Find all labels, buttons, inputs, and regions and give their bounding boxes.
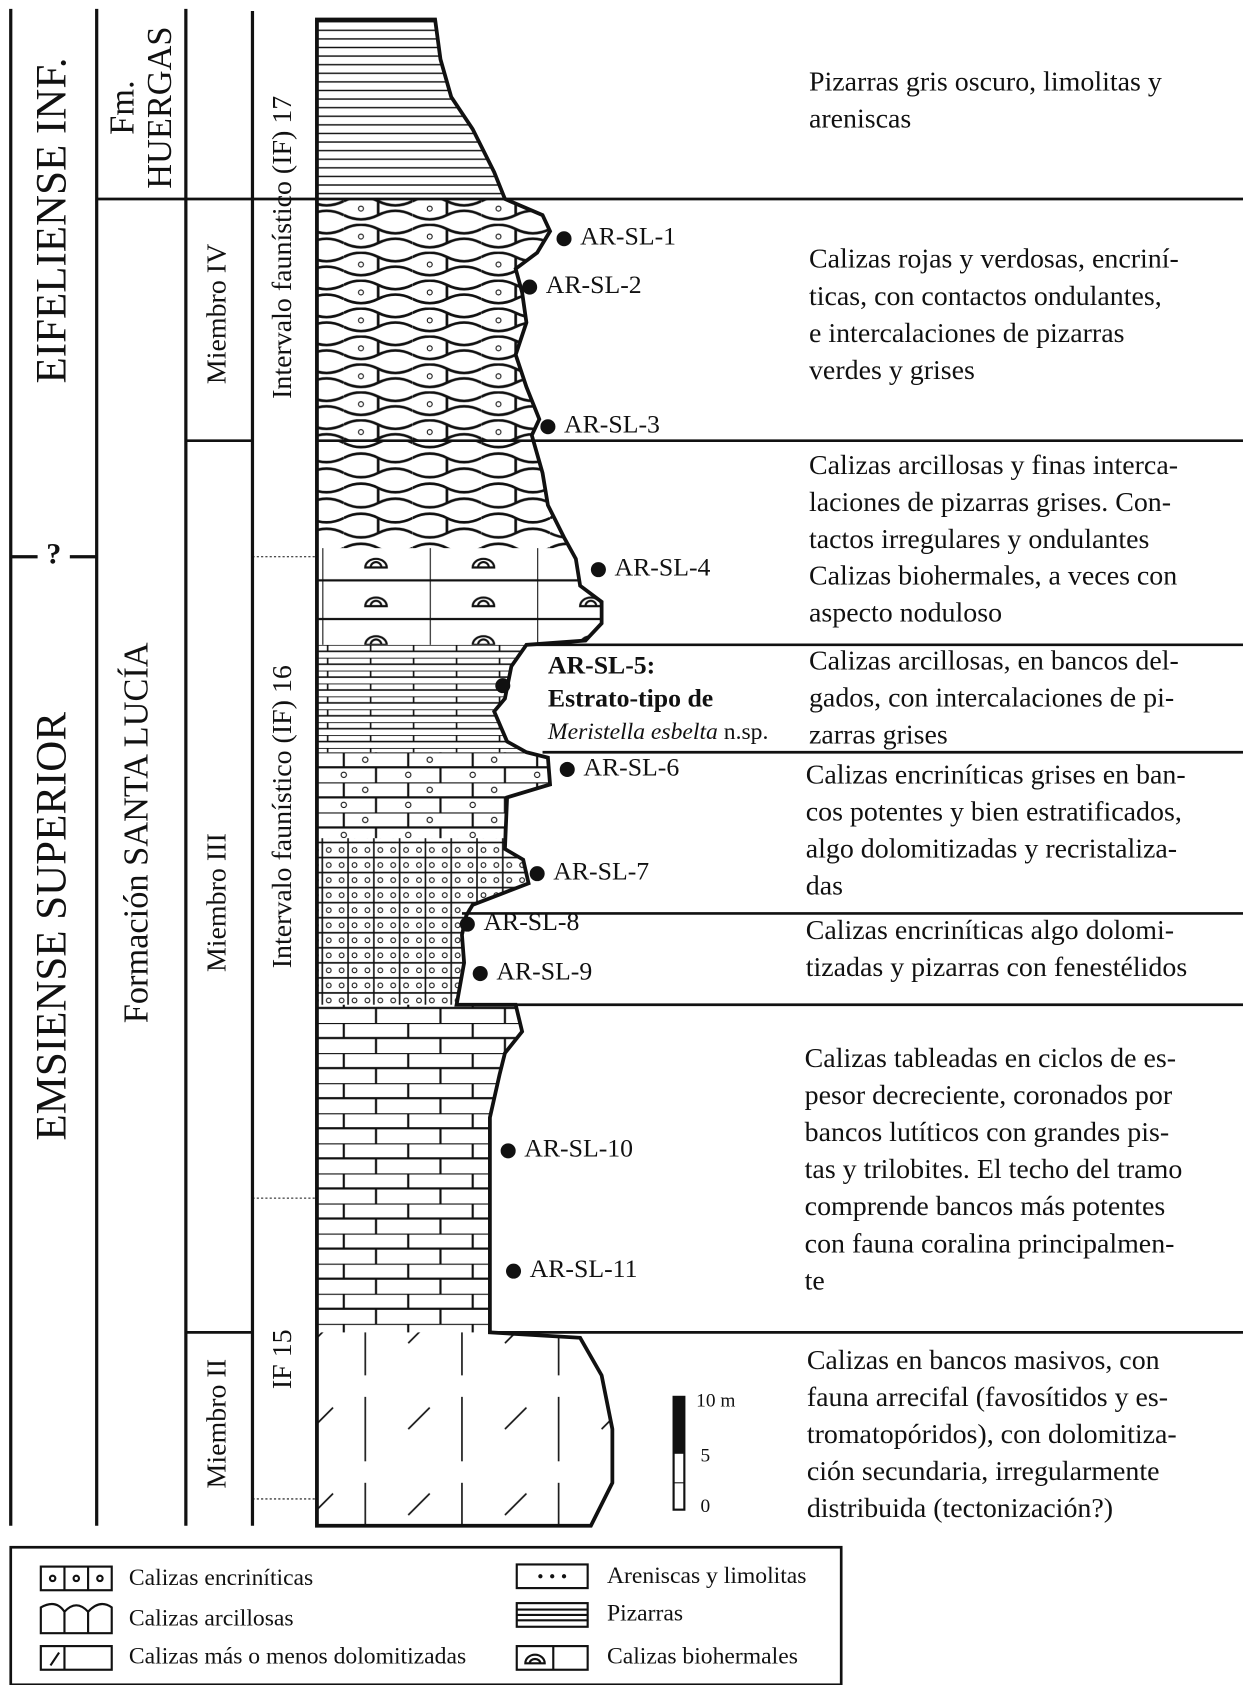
page: EIFELIENSE INF. EMSIENSE SUPERIOR? Fm.HUER… — [0, 0, 1243, 1685]
sample-dot — [557, 231, 572, 246]
description-line: areniscas — [809, 103, 911, 134]
description-line: verdes y grises — [809, 355, 975, 386]
scale-label: 0 — [700, 1496, 710, 1517]
species-suffix: n.sp. — [718, 719, 769, 745]
species: Meristella esbelta — [547, 719, 718, 745]
description-line: algo dolomitizadas y recristaliza- — [806, 834, 1177, 865]
description-line: Calizas en bancos masivos, con — [807, 1345, 1160, 1376]
description-line: Calizas encriníticas algo dolomi- — [806, 915, 1174, 946]
description-line: ción secundaria, irregularmente — [807, 1456, 1160, 1487]
sample-label: AR-SL-11 — [530, 1254, 638, 1283]
sample-label: AR-SL-7 — [553, 857, 649, 886]
sample-dot — [522, 280, 537, 295]
description-line: gados, con intercalaciones de pi- — [809, 683, 1174, 714]
sample-label: AR-SL-9 — [496, 956, 592, 985]
sample-label: AR-SL-4 — [615, 553, 711, 582]
description-line: e intercalaciones de pizarras — [809, 318, 1125, 349]
sample-label: AR-SL-2 — [546, 270, 642, 299]
legend-label: Calizas biohermales — [607, 1643, 798, 1669]
description-line: te — [805, 1265, 825, 1296]
scale-label: 10 m — [696, 1391, 735, 1412]
scale-label: 5 — [700, 1445, 710, 1466]
sample-dot — [591, 562, 606, 577]
description-line: distribuida (tectonización?) — [807, 1493, 1113, 1524]
type-stratum: Meristella esbelta n.sp. — [547, 719, 768, 745]
description-line: Calizas biohermales, a veces con — [809, 561, 1177, 592]
sample-label: AR-SL-3 — [564, 410, 660, 439]
description-line: das — [806, 871, 843, 902]
sample-dot — [560, 762, 575, 777]
stratigraphic-column: EIFELIENSE INF. EMSIENSE SUPERIOR? Fm.HUER… — [0, 0, 1243, 1685]
sample-dot — [506, 1264, 521, 1279]
sample-dot — [473, 966, 488, 981]
description-line: tizadas y pizarras con fenestélidos — [806, 952, 1187, 983]
sample-dot — [530, 866, 545, 881]
type-stratum: AR-SL-5: — [548, 650, 655, 679]
sample-dot — [495, 678, 510, 693]
stage-label: EIFELIENSE INF. — [29, 57, 76, 383]
sample-label: AR-SL-6 — [583, 752, 679, 781]
stage-boundary: ? — [46, 537, 61, 571]
legend-label: Areniscas y limolitas — [607, 1563, 806, 1589]
sample-label: AR-SL-10 — [524, 1134, 633, 1163]
description-line: Calizas tableadas en ciclos de es- — [805, 1043, 1176, 1074]
interval-label: Intervalo faunístico (IF) 16 — [267, 665, 298, 968]
sample-dot — [460, 917, 475, 932]
type-stratum: Estrato-tipo de — [548, 684, 713, 713]
member-label: Miembro III — [202, 833, 233, 972]
description-line: tas y trilobites. El techo del tramo — [805, 1154, 1183, 1185]
member-label: Miembro IV — [202, 244, 233, 384]
description-line: Pizarras gris oscuro, limolitas y — [809, 66, 1162, 97]
description-line: con fauna coralina principalmen- — [805, 1228, 1175, 1259]
legend-label: Calizas arcillosas — [129, 1606, 294, 1632]
formation-label: Fm. — [104, 80, 142, 134]
description-line: laciones de pizarras grises. Con- — [809, 487, 1171, 518]
formation-label: HUERGAS — [141, 27, 179, 189]
sample-label: AR-SL-8 — [483, 907, 579, 936]
legend-label: Calizas encriníticas — [129, 1565, 313, 1591]
description-line: aspecto noduloso — [809, 598, 1002, 629]
sample-label: AR-SL-1 — [580, 222, 676, 251]
description-line: fauna arrecifal (favosítidos y es- — [807, 1382, 1168, 1413]
interval-label: IF 15 — [267, 1329, 298, 1389]
description-line: tromatopóridos), con dolomitiza- — [807, 1419, 1177, 1450]
description-line: Calizas rojas y verdosas, encriní- — [809, 244, 1179, 275]
description-line: pesor decreciente, coronados por — [805, 1080, 1173, 1111]
description-line: Calizas encriníticas grises en ban- — [806, 759, 1186, 790]
member-label: Miembro II — [202, 1359, 233, 1489]
description-line: cos potentes y bien estratificados, — [806, 796, 1182, 827]
description-line: Calizas arcillosas, en bancos del- — [809, 645, 1179, 676]
description-line: Calizas arcillosas y finas interca- — [809, 450, 1178, 481]
description-line: ticas, con contactos ondulantes, — [809, 281, 1162, 312]
legend-label: Pizarras — [607, 1600, 683, 1626]
scale-bar — [674, 1397, 685, 1454]
interval-label: Intervalo faunístico (IF) 17 — [267, 96, 298, 399]
description-line: bancos lutíticos con grandes pis- — [805, 1117, 1169, 1148]
formation-label: Formación SANTA LUCÍA — [118, 642, 156, 1023]
description-line: zarras grises — [809, 720, 948, 751]
description-line: tactos irregulares y ondulantes — [809, 524, 1149, 555]
description-line: comprende bancos más potentes — [805, 1191, 1166, 1222]
stage-label: EMSIENSE SUPERIOR — [29, 712, 76, 1141]
sample-dot — [501, 1143, 516, 1158]
legend-label: Calizas más o menos dolomitizadas — [129, 1643, 466, 1669]
sample-dot — [540, 419, 555, 434]
